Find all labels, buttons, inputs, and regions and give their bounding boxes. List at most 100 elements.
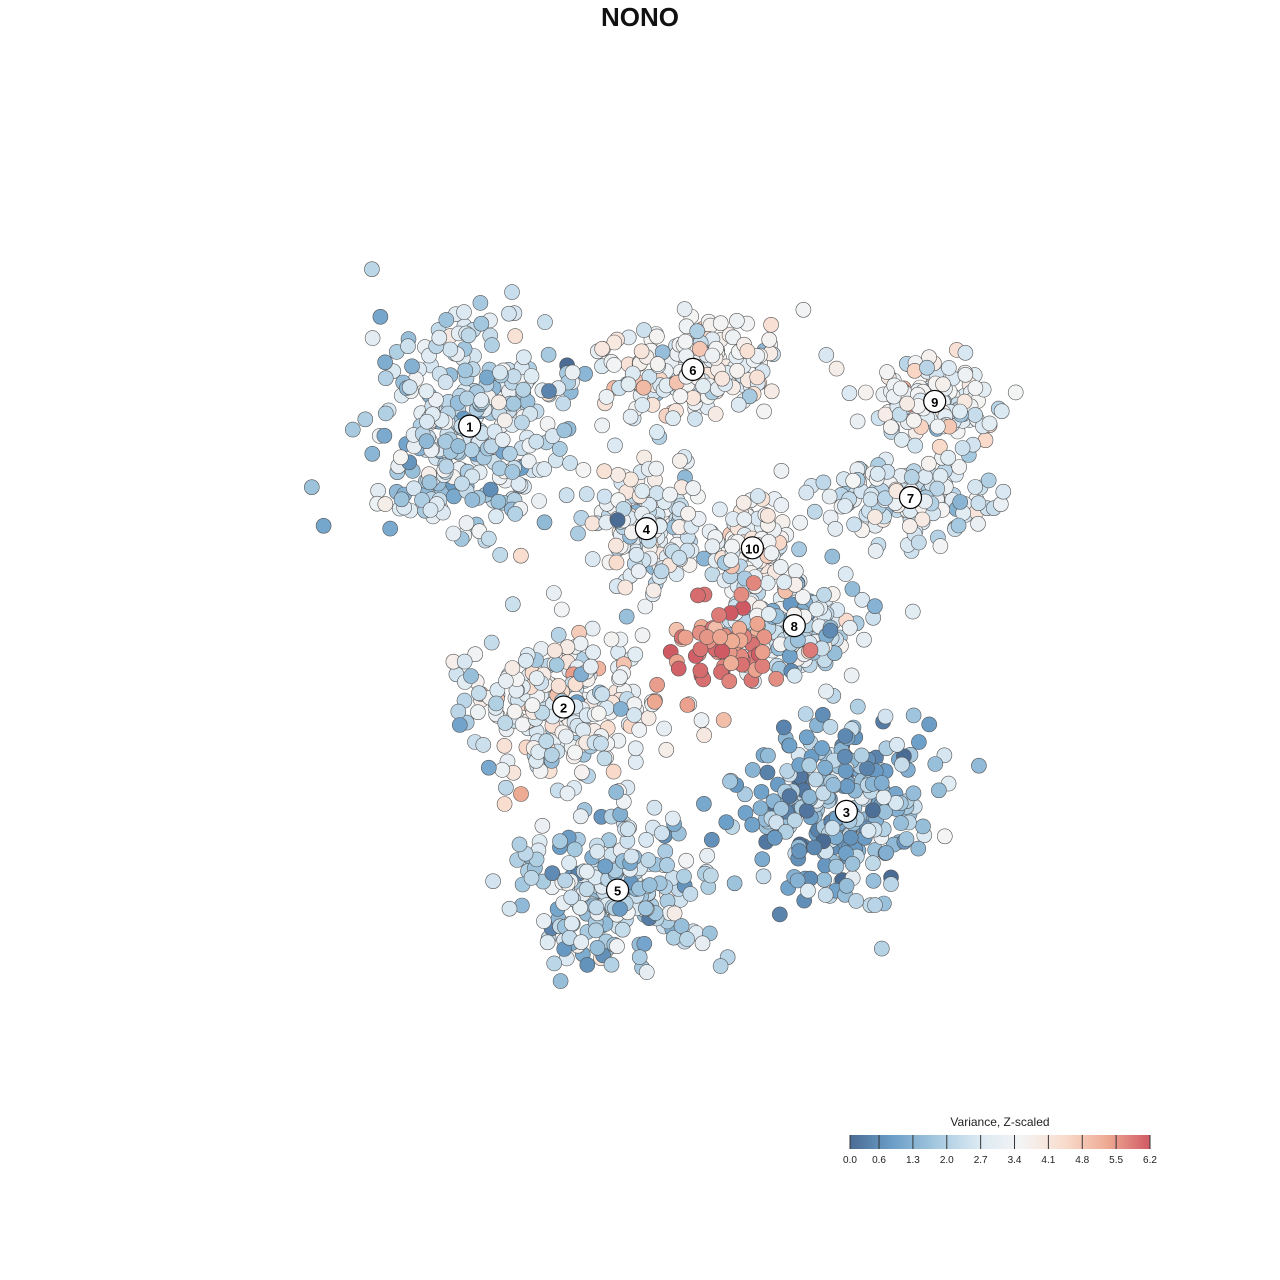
cell-point [536, 461, 553, 477]
cell-point [406, 480, 422, 497]
cell-point [807, 771, 824, 788]
cell-point [846, 516, 862, 533]
cell-point [828, 360, 845, 377]
cell-point [837, 728, 854, 744]
cell-point [666, 905, 683, 922]
cell-point [596, 488, 613, 505]
cell-point [445, 525, 462, 542]
cell-point [635, 379, 652, 396]
cell-point [733, 586, 750, 603]
cell-point [344, 421, 361, 438]
cell-point [768, 670, 785, 687]
cell-point [437, 374, 454, 390]
cell-point [570, 525, 586, 542]
cell-point [579, 957, 596, 973]
cell-point [563, 915, 580, 932]
cell-point [633, 343, 650, 360]
cell-point [454, 475, 470, 492]
cell-point [649, 424, 665, 440]
cell-point [756, 403, 772, 420]
cell-point [898, 831, 915, 847]
cell-point [865, 855, 881, 872]
cell-point [755, 868, 772, 885]
cell-point [889, 736, 905, 753]
cell-point [634, 483, 651, 499]
cell-point [687, 411, 703, 427]
cell-point [431, 329, 448, 346]
cell-point [741, 388, 758, 405]
cell-point [648, 460, 665, 477]
cell-point [628, 546, 645, 563]
cell-point [438, 312, 455, 328]
cell-point [931, 438, 948, 455]
cluster-label-8: 8 [782, 614, 806, 638]
cell-point [806, 839, 823, 856]
cell-point [524, 697, 541, 714]
cell-point [723, 552, 739, 569]
cell-point [457, 362, 474, 379]
cell-point [787, 563, 804, 580]
cell-point [603, 956, 620, 973]
cell-point [501, 445, 518, 462]
cell-point [401, 379, 418, 396]
cell-point [608, 554, 625, 571]
cell-point [654, 825, 670, 842]
cell-point [837, 748, 853, 765]
cell-point [712, 958, 729, 974]
cell-point [766, 829, 783, 846]
cell-point [789, 872, 806, 889]
cell-point [678, 852, 695, 869]
cell-point [483, 634, 500, 651]
cell-point [589, 843, 606, 860]
cluster-marker-label: 7 [907, 491, 914, 506]
cell-point [905, 707, 922, 724]
cluster-label-3: 3 [834, 799, 858, 823]
cell-point [815, 474, 832, 491]
cell-point [626, 707, 643, 723]
cell-point [514, 716, 531, 733]
cell-point [372, 308, 389, 325]
cell-point [638, 964, 655, 980]
colorbar-tick-label: 3.4 [1008, 1155, 1022, 1166]
cell-point [550, 627, 567, 643]
cell-point [696, 795, 712, 812]
cell-point [995, 483, 1012, 500]
cell-point [867, 509, 883, 525]
cell-point [795, 301, 812, 318]
cell-point [802, 642, 819, 658]
cell-point [558, 728, 574, 745]
cell-point [523, 870, 540, 886]
cell-point [864, 802, 881, 819]
cell-point [723, 655, 739, 672]
cell-point [744, 816, 761, 833]
cluster-label-5: 5 [605, 878, 630, 902]
cell-point [671, 549, 688, 566]
cell-point [672, 452, 688, 469]
cell-point [670, 660, 687, 677]
cell-point [574, 764, 590, 781]
cluster-marker-label: 3 [843, 805, 850, 820]
cell-point [456, 653, 473, 670]
cell-point [552, 973, 569, 989]
cell-point [657, 843, 674, 860]
cluster-marker-label: 8 [791, 619, 798, 634]
cell-point [749, 615, 766, 632]
cell-point [623, 848, 640, 865]
cell-point [640, 710, 657, 726]
cell-point [488, 508, 504, 525]
cell-point [665, 410, 681, 427]
cluster-marker-circle [552, 695, 576, 719]
cell-point [578, 881, 595, 898]
cell-point [523, 368, 540, 384]
cell-point [692, 662, 709, 679]
cell-point [546, 955, 563, 972]
cell-point [590, 705, 607, 722]
cell-point [843, 667, 860, 684]
cell-point [791, 541, 807, 558]
cell-point [862, 491, 879, 508]
cell-point [693, 712, 710, 729]
cell-point [763, 545, 780, 562]
cell-point [797, 706, 814, 722]
cell-point [572, 635, 589, 652]
